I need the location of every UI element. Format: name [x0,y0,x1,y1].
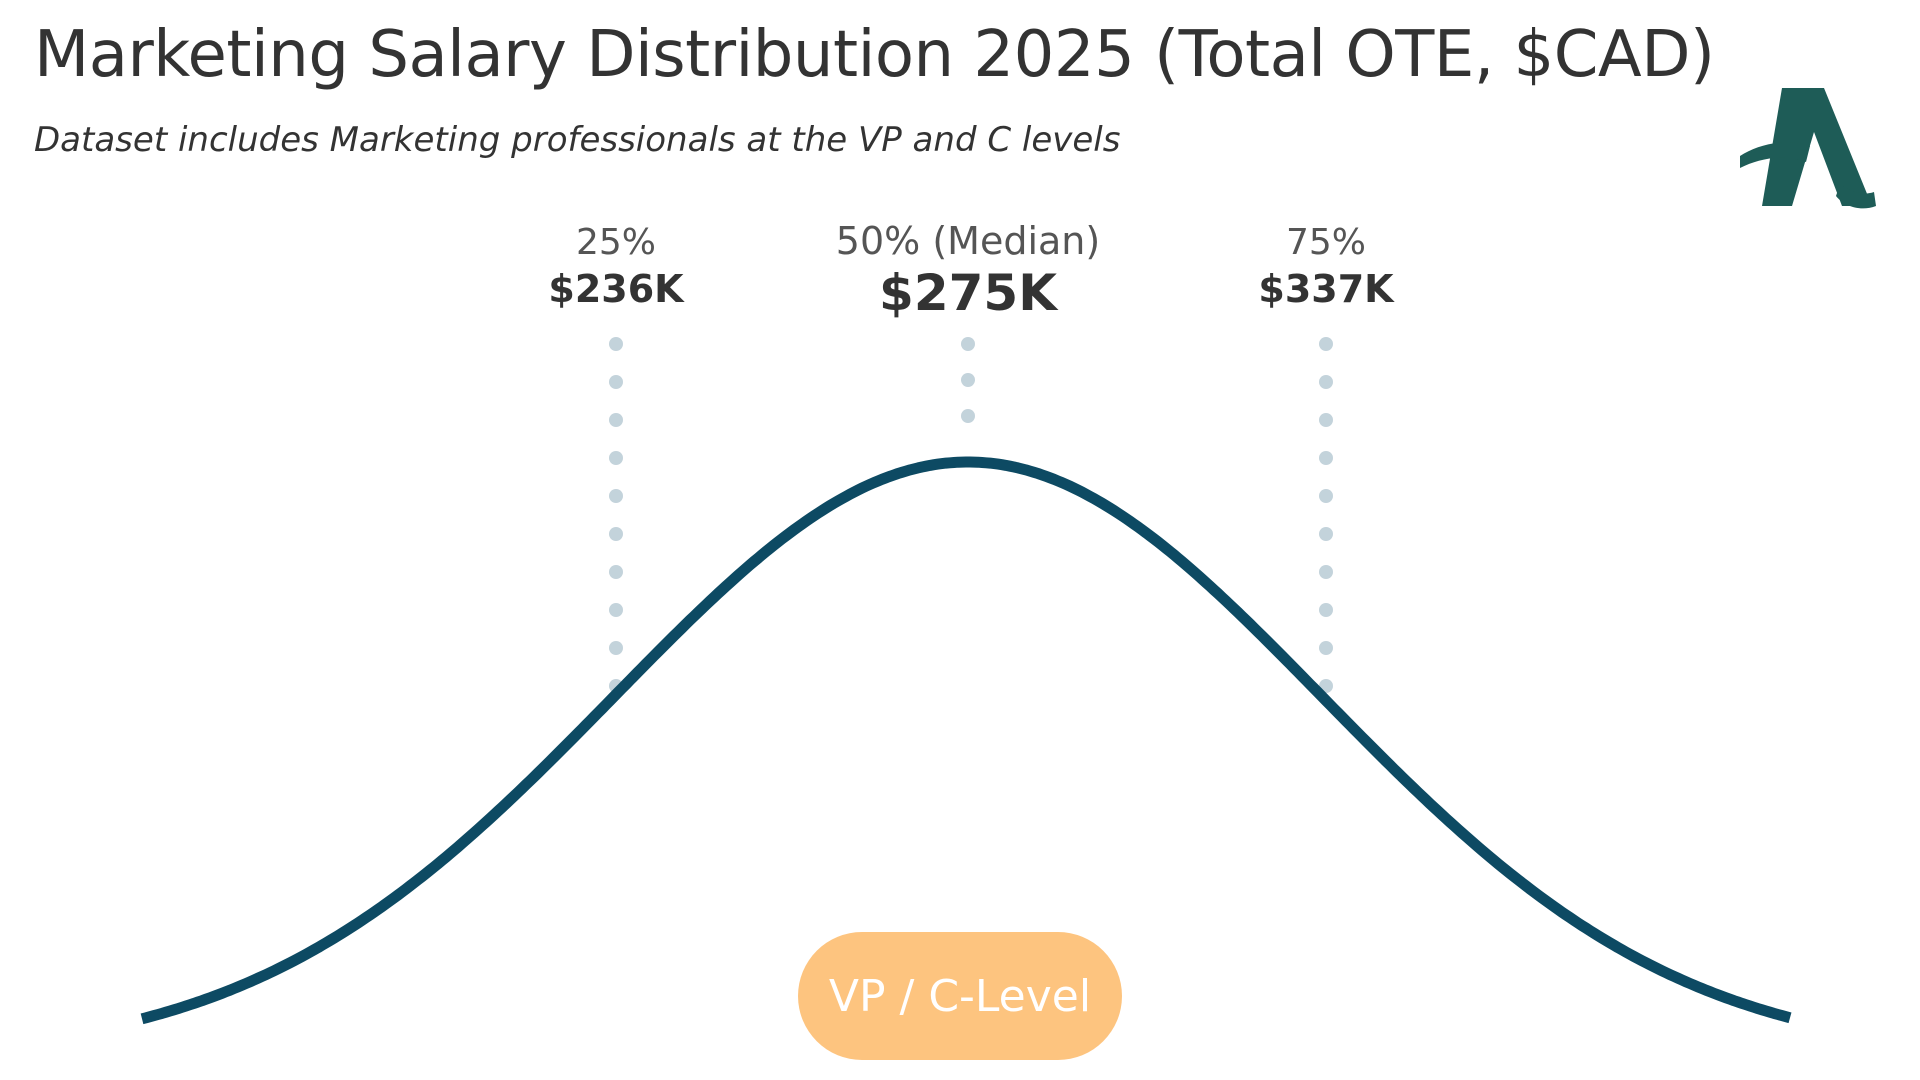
percentile-label: 75% [1286,222,1366,263]
marker-dot [609,489,623,503]
marker-dot [1319,489,1333,503]
marker-dot [1319,527,1333,541]
percentile-marker-line [609,337,623,693]
percentile-label: 25% [576,222,656,263]
marker-dot [1319,565,1333,579]
marker-dot [1319,337,1333,351]
marker-dot [609,527,623,541]
marker-dot [609,603,623,617]
marker-dot [609,337,623,351]
marker-dot [609,565,623,579]
brand-logo-icon [1740,88,1876,209]
distribution-curve [140,456,1792,1025]
marker-dot [609,375,623,389]
series-badge-label: VP / C-Level [828,970,1092,1022]
marker-dot [609,413,623,427]
chart-title: Marketing Salary Distribution 2025 (Tota… [34,18,1715,92]
percentile-label: 50% (Median) [836,219,1100,263]
percentile-value-label: $275K [879,264,1059,322]
marker-dot [961,373,975,387]
marker-dot [609,451,623,465]
marker-dot [1319,413,1333,427]
marker-dot [1319,641,1333,655]
percentile-value-label: $337K [1258,267,1395,311]
percentile-marker-line [1319,337,1333,693]
percentile-value-label: $236K [548,267,685,311]
marker-dot [1319,603,1333,617]
marker-dot [961,409,975,423]
marker-dot [1319,451,1333,465]
series-badge: VP / C-Level [798,932,1122,1060]
marker-dot [961,337,975,351]
marker-dot [1319,375,1333,389]
marker-dot [609,641,623,655]
percentile-marker-line [961,337,975,423]
chart-subtitle: Dataset includes Marketing professionals… [34,120,1121,160]
